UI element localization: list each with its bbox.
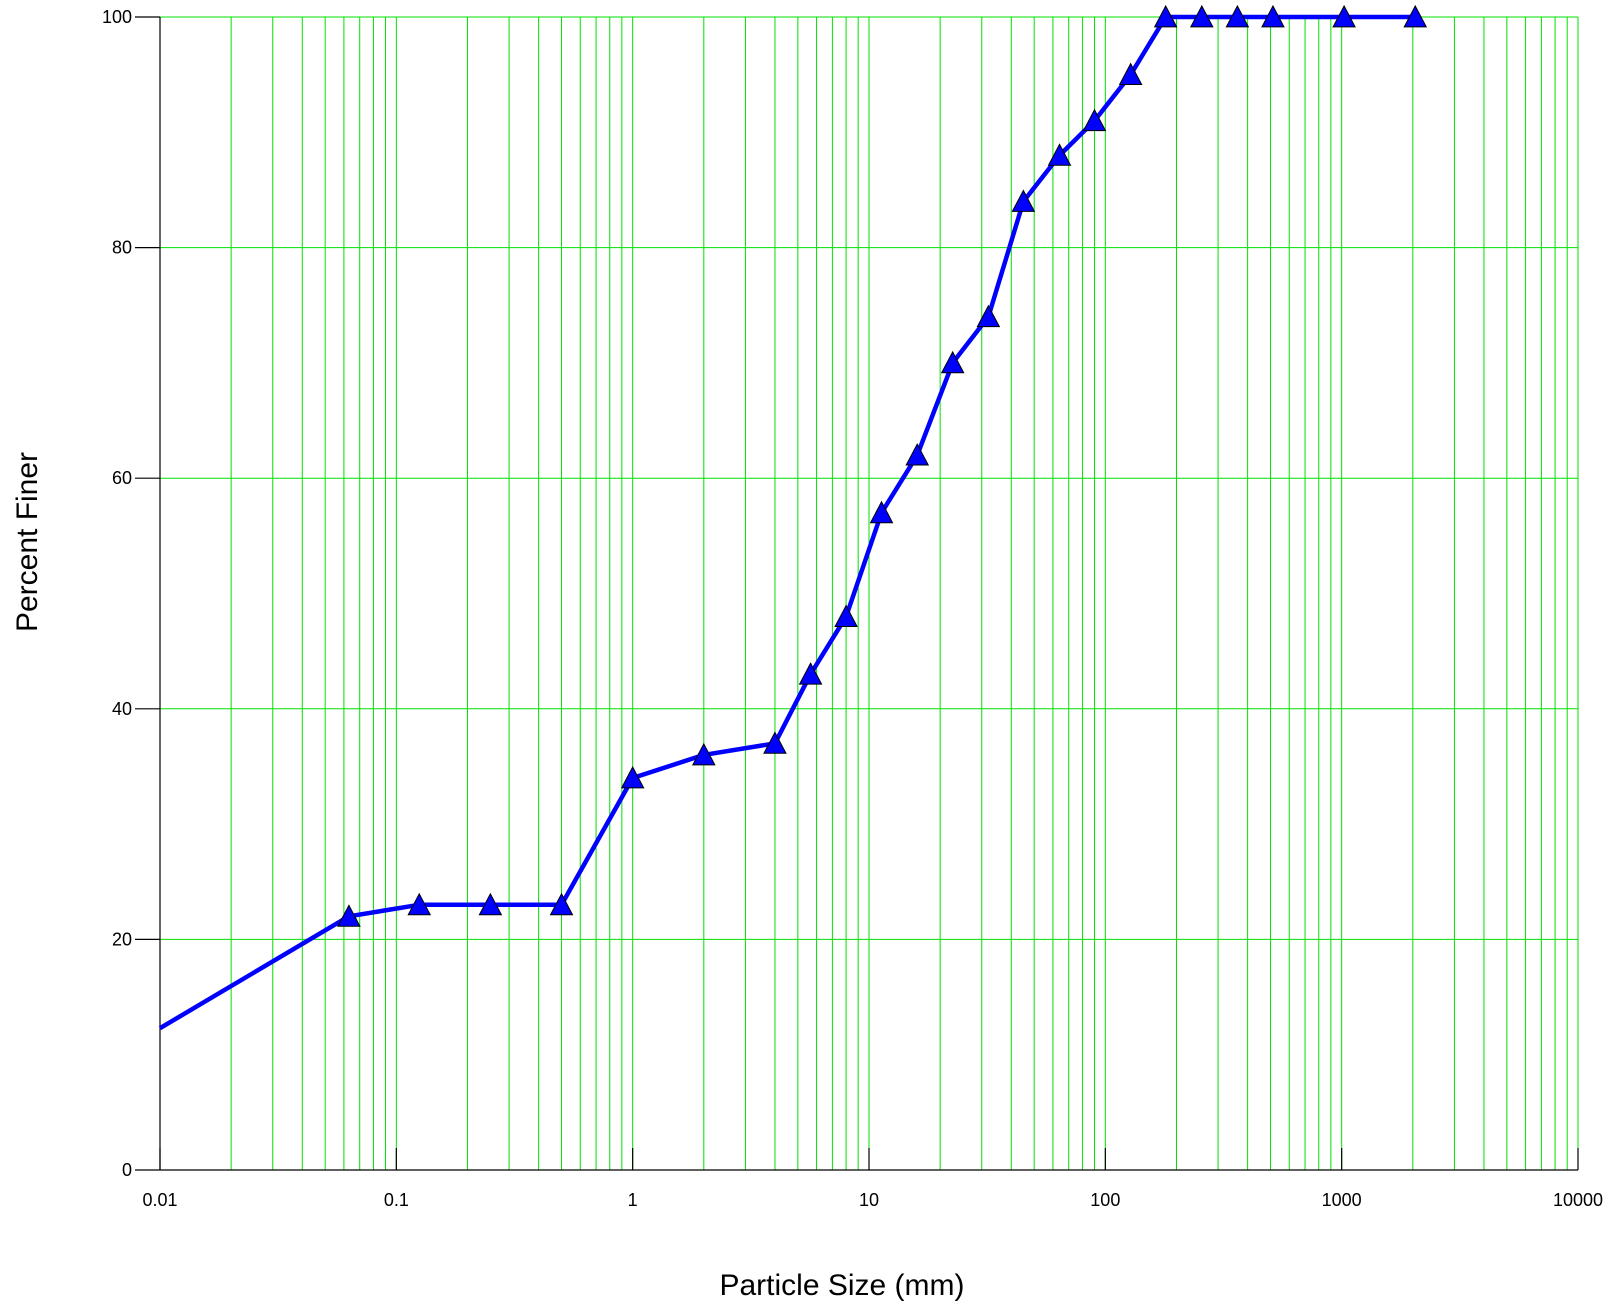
tick-labels: 0 20 40 60 80 100 0.01 0.1 1 10 100 1000 10000 — [102, 7, 1603, 1210]
data-point-marker — [940, 350, 965, 374]
data-point-marker — [1082, 108, 1107, 132]
y-tick-label: 0 — [122, 1160, 132, 1180]
data-point-marker — [1047, 143, 1072, 166]
data-point-marker — [834, 604, 858, 627]
grid-lines — [160, 16, 1579, 1170]
data-point-marker — [905, 443, 930, 466]
data-point-marker — [1189, 4, 1214, 28]
y-tick-label: 80 — [112, 238, 132, 258]
data-point-marker — [549, 892, 574, 916]
y-tick-label: 100 — [102, 7, 132, 27]
y-axis-title: Percent Finer — [11, 452, 44, 632]
x-tick-label: 10 — [859, 1190, 879, 1210]
x-tick-label: 0.1 — [384, 1190, 409, 1210]
data-point-marker — [798, 662, 823, 685]
x-tick-label: 0.01 — [142, 1190, 177, 1210]
data-point-marker — [407, 892, 432, 916]
x-tick-label: 10000 — [1553, 1190, 1603, 1210]
series-line — [158, 14, 1416, 1031]
data-point-marker — [1118, 62, 1143, 86]
y-tick-label: 60 — [112, 468, 132, 488]
data-point-marker — [1011, 189, 1036, 212]
x-tick-label: 1 — [628, 1190, 638, 1210]
data-point-marker — [691, 742, 716, 766]
x-axis-title: Particle Size (mm) — [719, 1269, 964, 1302]
data-point-marker — [1261, 4, 1285, 28]
data-point-marker — [976, 304, 1001, 328]
data-series — [158, 4, 1428, 1031]
data-point-marker — [337, 904, 361, 927]
data-point-marker — [1153, 4, 1178, 28]
data-point-marker — [869, 500, 894, 524]
y-tick-label: 20 — [112, 929, 132, 949]
data-point-marker — [478, 892, 503, 916]
data-point-marker — [1332, 4, 1356, 28]
x-tick-label: 100 — [1090, 1190, 1120, 1210]
data-point-marker — [1403, 4, 1428, 28]
x-tick-label: 1000 — [1322, 1190, 1362, 1210]
data-point-marker — [763, 731, 787, 754]
data-point-marker — [1225, 4, 1250, 28]
data-point-marker — [620, 765, 645, 789]
axes — [135, 16, 1579, 1171]
y-tick-label: 40 — [112, 699, 132, 719]
